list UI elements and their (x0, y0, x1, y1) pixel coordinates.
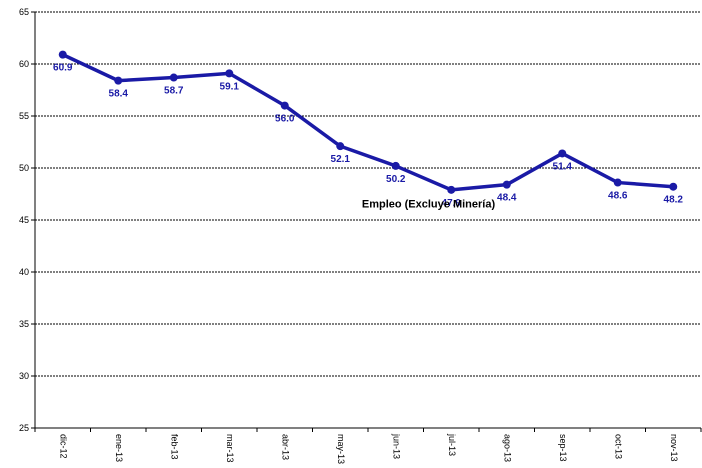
x-tick-label: may-13 (336, 434, 346, 464)
x-tick-label: jul-13 (447, 433, 457, 456)
label-layer: 60.9 58.4 58.7 59.1 56.0 52.1 50.2 47.9 48.4 51.4… (53, 63, 683, 211)
data-label: 50.2 (386, 174, 406, 185)
data-label: 48.2 (664, 195, 684, 206)
x-tick-label: abr-13 (280, 434, 290, 460)
y-tick-label: 30 (19, 371, 29, 381)
data-label: 60.9 (53, 63, 73, 74)
data-point (447, 185, 456, 194)
x-tick-label: ene-13 (114, 434, 124, 462)
data-point (336, 142, 345, 151)
x-tick-label: oct-13 (613, 434, 623, 459)
x-tick-label: ago-13 (502, 434, 512, 462)
x-tick-label: nov-13 (669, 434, 679, 462)
data-point (558, 149, 567, 158)
x-tick-label: mar-13 (225, 434, 235, 463)
x-tick-label: jun-13 (391, 433, 401, 459)
data-label: 48.6 (608, 191, 628, 202)
data-point (58, 50, 67, 59)
data-label: 52.1 (331, 154, 351, 165)
series-line (62, 53, 674, 192)
data-point (613, 178, 622, 187)
x-tick-label: feb-13 (169, 434, 179, 460)
data-label: 59.1 (220, 81, 240, 92)
y-tick-label: 65 (19, 7, 29, 17)
data-point (280, 101, 289, 110)
y-tick-label: 60 (19, 59, 29, 69)
data-point (169, 73, 178, 82)
data-label: 58.4 (109, 89, 129, 100)
series-layer (58, 50, 678, 194)
grid-layer (35, 11, 701, 377)
y-tick-label: 25 (19, 423, 29, 433)
y-tick-label: 55 (19, 111, 29, 121)
y-tick-label: 50 (19, 163, 29, 173)
axis-layer: 25 30 35 40 45 50 55 60 65 dic-12 ene-13 feb-13 mar-… (19, 7, 702, 464)
data-label: 47.9 (442, 198, 462, 209)
data-point (225, 69, 234, 78)
data-point (669, 182, 678, 191)
data-label: 56.0 (275, 114, 295, 125)
data-point (114, 76, 123, 85)
x-tick-label: sep-13 (558, 434, 568, 462)
data-point (502, 180, 511, 189)
data-point (391, 161, 400, 170)
series-name-label: Empleo (Excluye Minería) (362, 199, 496, 211)
y-tick-label: 40 (19, 267, 29, 277)
data-label: 48.4 (497, 193, 517, 204)
y-tick-label: 45 (19, 215, 29, 225)
x-tick-label: dic-12 (58, 434, 68, 459)
data-label: 58.7 (164, 86, 184, 97)
y-tick-label: 35 (19, 319, 29, 329)
data-label: 51.4 (553, 161, 573, 172)
